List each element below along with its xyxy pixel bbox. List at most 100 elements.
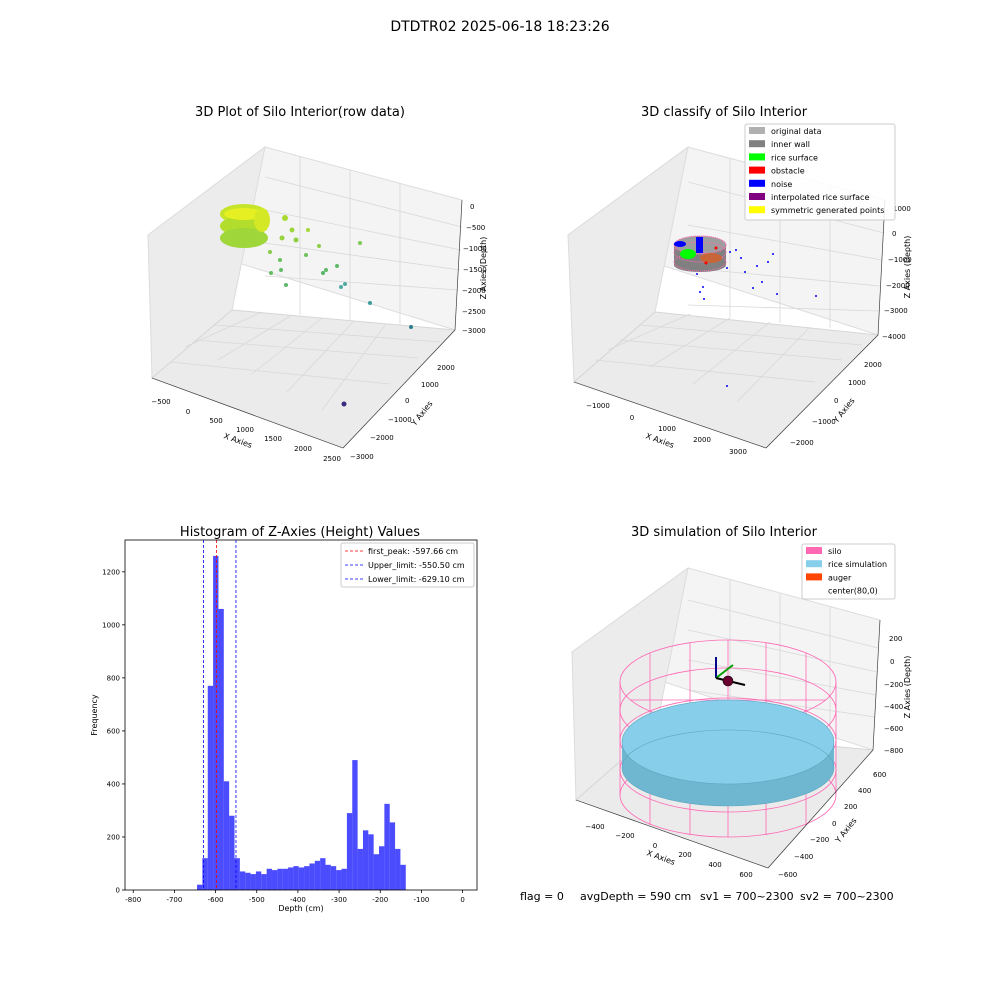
raw3d-xtick: 500	[209, 417, 222, 425]
classify3d-ztick: −1000	[888, 256, 912, 264]
raw3d-ztick: −3000	[462, 327, 486, 335]
panel-histogram: Histogram of Z-Axies (Height) Values -80…	[90, 525, 478, 913]
raw3d-y-axis-line	[342, 329, 456, 449]
classify3d-legend-swatch	[749, 179, 765, 187]
classify3d-ytick: 1000	[848, 379, 866, 387]
histogram-xtick-label: -100	[413, 896, 429, 904]
histogram-xtick-label: -700	[166, 896, 182, 904]
histogram-ytick-label: 400	[107, 780, 120, 788]
sim3d-xtick: −200	[615, 832, 634, 840]
histogram-legend-label: Upper_limit: -550.50 cm	[368, 561, 465, 570]
sim3d-ztick: 0	[890, 658, 894, 666]
sim3d-title: 3D simulation of Silo Interior	[631, 525, 818, 540]
footer-sv2: sv2 = 700~2300	[800, 890, 894, 903]
sim3d-legend-label: center(80,0)	[828, 587, 878, 596]
classify3d-xticks: −1000 0 1000 2000 3000	[586, 402, 747, 456]
footer-sv1: sv1 = 700~2300	[700, 890, 794, 903]
histogram-bar	[239, 871, 246, 890]
panel-sim-3d: 3D simulation of Silo Interior	[570, 525, 912, 879]
classify3d-y-axis-line	[765, 334, 879, 449]
classify3d-legend-swatch	[749, 193, 765, 200]
sim3d-z-axis-line	[872, 619, 881, 751]
sim3d-ztick: −600	[884, 725, 903, 733]
histogram-bar	[234, 858, 240, 890]
raw3d-ztick: −2000	[462, 287, 486, 295]
histogram-bar	[320, 858, 326, 890]
histogram-legend-label: first_peak: -597.66 cm	[368, 547, 458, 556]
raw3d-ztick: −2500	[462, 308, 486, 316]
raw3d-ztick: −500	[466, 224, 485, 232]
classify3d-legend-label: original data	[771, 127, 822, 136]
histogram-bar	[298, 867, 305, 890]
histogram-xtick-label: -300	[331, 896, 347, 904]
classify3d-xtick: 1000	[658, 425, 676, 433]
histogram-legend: first_peak: -597.66 cm Upper_limit: -550.…	[340, 542, 475, 588]
sim3d-grid	[687, 580, 879, 745]
classify3d-xtick: 0	[630, 414, 634, 422]
raw3d-z-axis-line	[454, 199, 463, 331]
raw3d-xlabel: X Axies	[222, 431, 253, 450]
sim3d-yticks: −600 −400 −200 0 200 400 600	[778, 771, 886, 879]
histogram-ytick-label: 1000	[102, 621, 120, 629]
raw3d-yticks: −3000 −2000 −1000 0 1000 2000	[350, 364, 455, 461]
classify3d-xtick: −1000	[586, 402, 610, 410]
classify3d-z-axis-line	[877, 199, 886, 336]
classify3d-ztick: −3000	[884, 307, 908, 315]
sim3d-rice-surface	[621, 699, 835, 807]
histogram-xtick-label: -200	[372, 896, 388, 904]
histogram-bar	[346, 813, 353, 890]
raw3d-ytick: −1000	[388, 416, 412, 424]
sim3d-auger-marker	[715, 657, 746, 687]
histogram-bar	[245, 872, 251, 890]
classify3d-ztick: −4000	[882, 333, 906, 341]
classify3d-legend: original data inner wall rice surface obsta…	[744, 123, 896, 221]
histogram-bar	[266, 868, 272, 890]
raw3d-zlabel: Z Axies (Depth)	[479, 237, 488, 300]
raw3d-ytick: 0	[405, 397, 409, 405]
histogram-ytick-label: 200	[107, 833, 120, 841]
panel-classify-3d: 3D classify of Silo Interior	[566, 105, 912, 456]
sim3d-y-axis-line	[767, 749, 874, 869]
sim3d-ytick: 0	[832, 820, 836, 828]
sim3d-ztick: −800	[884, 747, 903, 755]
footer-status: flag = 0 avgDepth = 590 cm sv1 = 700~230…	[520, 890, 894, 903]
classify3d-legend-label: inner wall	[771, 140, 810, 149]
classify3d-legend-swatch	[749, 153, 765, 161]
classify3d-xlabel: X Axies	[644, 431, 675, 450]
classify3d-ztick: 1000	[893, 205, 911, 213]
classify3d-legend-label: rice surface	[771, 153, 818, 162]
raw3d-zticks: 0 −500 −1000 −1500 −2000 −2500 −3000	[462, 203, 487, 335]
histogram-bar	[304, 866, 310, 890]
sim3d-xtick: −400	[585, 823, 604, 831]
histogram-xtick-label: -500	[249, 896, 265, 904]
sim3d-legend-swatch	[806, 573, 822, 581]
sim3d-xticks: −400 −200 0 200 400 600	[585, 823, 752, 879]
histogram-bar	[223, 781, 230, 890]
raw3d-ytick: 1000	[421, 381, 439, 389]
sim3d-legend-swatch	[806, 547, 822, 554]
histogram-bar	[389, 822, 396, 890]
classify3d-zlabel: Z Axies (Depth)	[903, 236, 912, 299]
histogram-bar	[288, 867, 294, 890]
histogram-bar	[314, 860, 321, 890]
classify3d-legend-swatch	[749, 127, 765, 134]
sim3d-xlabel: X Axies	[645, 848, 676, 867]
classify3d-legend-label: interpolated rice surface	[771, 193, 869, 202]
classify3d-legend-label: noise	[771, 180, 792, 189]
sim3d-legend-swatch	[806, 560, 822, 568]
classify3d-ztick: 0	[892, 230, 896, 238]
histogram-bar	[352, 760, 358, 890]
histogram-bar	[213, 555, 219, 890]
classify3d-ytick: 0	[834, 397, 838, 405]
raw3d-xtick: −500	[151, 398, 170, 406]
raw3d-ztick: −1500	[463, 266, 487, 274]
raw3d-ztick: −1000	[463, 245, 487, 253]
sim3d-ytick: −600	[778, 871, 797, 879]
histogram-ytick-label: 1200	[102, 568, 120, 576]
histogram-yticks: 0 200 400 600 800 1000 1200	[102, 568, 125, 895]
classify3d-legend-label: obstacle	[771, 167, 805, 176]
sim3d-ztick: −200	[884, 681, 903, 689]
histogram-bar	[255, 871, 262, 890]
sim3d-ytick: −400	[794, 853, 813, 861]
histogram-xtick-label: -800	[125, 896, 141, 904]
